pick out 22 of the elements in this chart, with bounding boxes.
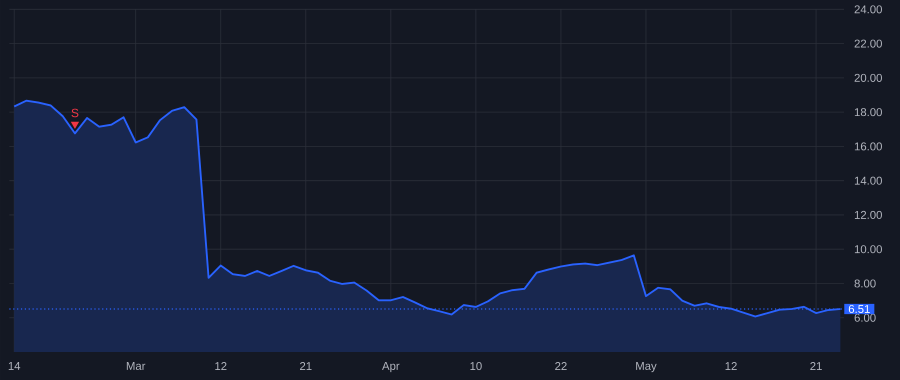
y-tick-label: 22.00 [854,40,882,48]
y-tick-label: 10.00 [854,245,882,254]
x-tick-label: Mar [126,362,146,370]
y-tick-label: 14.00 [854,176,882,185]
y-tick-label: 24.00 [854,5,882,14]
x-tick-label: 21 [810,362,822,370]
x-tick-label: Apr [382,362,400,372]
x-tick-label: May [636,362,657,372]
x-tick-label: 14 [8,362,20,370]
y-tick-label: 20.00 [854,74,882,82]
y-tick-label: 8.00 [854,279,876,288]
x-tick-label: 21 [300,362,312,370]
y-tick-label: 6.00 [854,314,876,322]
x-tick-label: 22 [555,362,567,370]
y-tick-label: 18.00 [854,108,882,116]
y-tick-label: 12.00 [854,210,882,219]
x-tick-label: 10 [470,362,482,370]
y-tick-label: 16.00 [854,142,882,150]
x-tick-label: 12 [215,362,226,370]
x-tick-label: 12 [726,362,737,370]
ref-line-label: 6.51 [848,304,870,314]
series-label: S [71,108,78,118]
